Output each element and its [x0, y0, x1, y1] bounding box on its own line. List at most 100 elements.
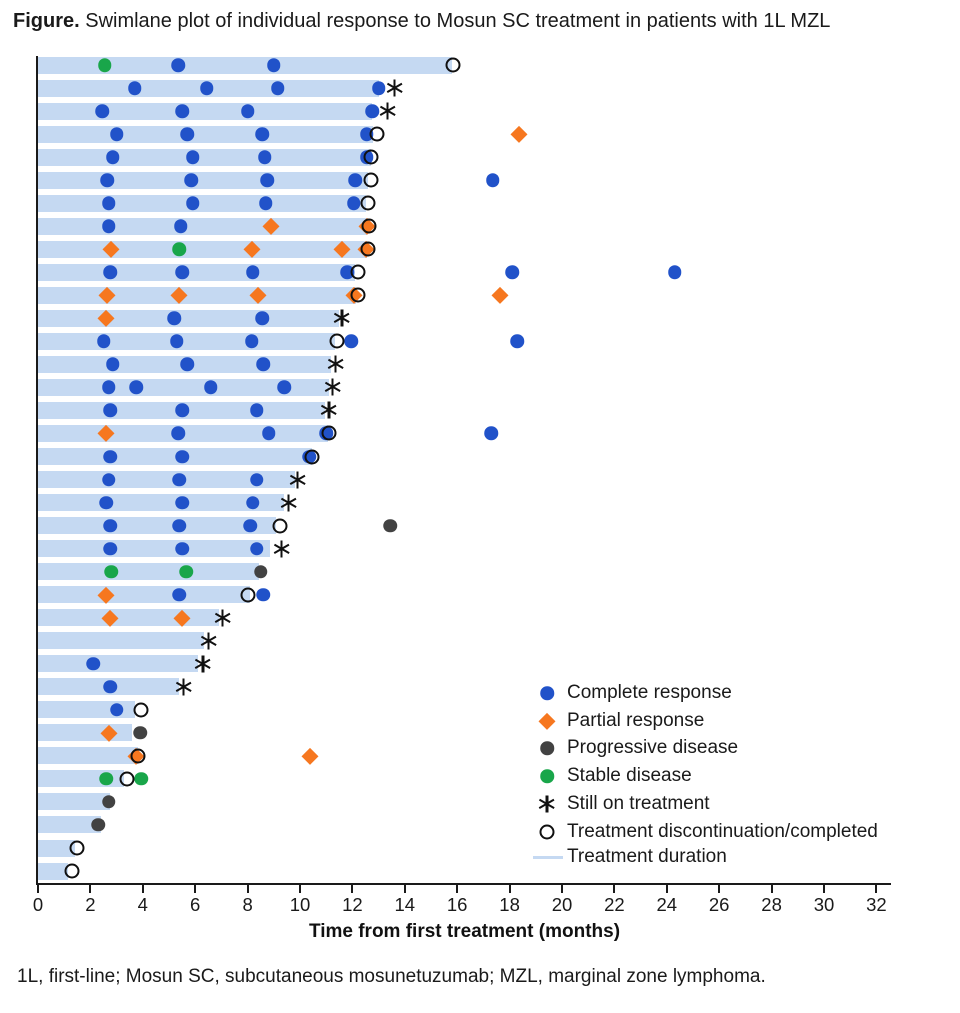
treatment-duration-bar [38, 747, 138, 765]
treatment-discontinuation-marker [240, 587, 256, 603]
still-on-treatment-marker [327, 355, 344, 373]
stable-disease-icon [533, 764, 563, 788]
x-tick-label: 30 [813, 894, 835, 915]
x-axis-tick [875, 885, 878, 893]
treatment-duration-bar [38, 586, 251, 604]
treatment-duration-bar [38, 862, 69, 880]
complete-response-marker [105, 150, 120, 164]
treatment-duration-bar [38, 793, 111, 811]
stable-disease-marker [134, 772, 149, 786]
x-axis-tick [403, 885, 406, 893]
x-tick-label: 18 [499, 894, 520, 915]
legend-item-sd: Stable disease [533, 764, 692, 788]
treatment-duration-bar [38, 263, 356, 281]
complete-response-marker [100, 173, 115, 187]
complete-response-marker [485, 173, 500, 187]
complete-response-marker [103, 518, 117, 533]
still-on-treatment-marker [324, 378, 341, 396]
figure-title-prefix: Figure. [13, 10, 80, 32]
treatment-discontinuation-marker [64, 863, 80, 879]
complete-response-marker [246, 265, 260, 280]
treatment-discontinuation-marker [539, 824, 555, 840]
treatment-duration-bar [38, 125, 374, 143]
treatment-duration-bar [38, 148, 371, 166]
legend-label: Treatment discontinuation/completed [567, 821, 878, 842]
stable-disease-marker [540, 769, 554, 783]
figure-title: Figure. Swimlane plot of individual resp… [13, 10, 830, 33]
complete-response-marker [259, 196, 273, 210]
complete-response-marker [167, 311, 181, 326]
progressive-disease-icon [533, 736, 563, 760]
complete-response-marker [346, 196, 361, 210]
complete-response-marker [175, 449, 189, 464]
complete-response-marker [256, 587, 271, 602]
legend-item-ot: Still on treatment [533, 792, 710, 816]
x-axis-title: Time from first treatment (months) [308, 921, 621, 942]
treatment-discontinuation-marker [363, 172, 379, 188]
treatment-discontinuation-marker [445, 57, 461, 73]
x-tick-label: 20 [551, 894, 573, 915]
treatment-duration-bar [38, 102, 373, 120]
x-tick-label: 22 [604, 894, 625, 915]
legend-label: Treatment duration [567, 846, 727, 867]
x-axis-tick [613, 885, 616, 893]
complete-response-marker [172, 472, 187, 487]
legend-label: Progressive disease [567, 737, 739, 758]
x-tick-label: 4 [137, 894, 148, 915]
x-axis-tick [508, 885, 511, 893]
treatment-discontinuation-marker [321, 425, 337, 441]
x-tick-label: 14 [394, 894, 416, 915]
partial-response-icon [533, 709, 563, 733]
still-on-treatment-marker [379, 102, 396, 120]
still-on-treatment-icon [533, 792, 563, 816]
treatment-discontinuation-marker [133, 702, 149, 718]
complete-response-marker [371, 81, 386, 95]
complete-response-marker [180, 357, 195, 372]
legend-item-dc: Treatment discontinuation/completed [533, 820, 878, 844]
complete-response-marker [103, 680, 117, 694]
x-axis-tick [456, 885, 459, 893]
still-on-treatment-marker [200, 632, 217, 650]
complete-response-marker [255, 311, 269, 326]
x-axis-tick [141, 885, 144, 893]
complete-response-marker [250, 541, 264, 556]
legend-label: Complete response [567, 682, 732, 703]
still-on-treatment-marker [333, 309, 350, 327]
complete-response-marker [540, 686, 554, 700]
complete-response-marker [484, 426, 498, 441]
complete-response-marker [510, 334, 525, 349]
still-on-treatment-marker [320, 401, 337, 419]
complete-response-marker [96, 334, 111, 349]
still-on-treatment-marker [214, 609, 231, 627]
complete-response-marker [277, 380, 292, 395]
treatment-discontinuation-marker [363, 149, 379, 165]
treatment-duration-bar [38, 309, 340, 327]
x-tick-label: 2 [85, 894, 96, 915]
complete-response-marker [185, 196, 200, 210]
complete-response-marker [103, 403, 117, 418]
progressive-disease-marker [540, 741, 554, 755]
treatment-discontinuation-marker [350, 287, 366, 303]
complete-response-marker [170, 334, 184, 349]
progressive-disease-marker [253, 564, 268, 579]
complete-response-marker [267, 58, 281, 72]
x-axis-tick [770, 885, 773, 893]
x-tick-label: 26 [708, 894, 730, 915]
treatment-duration-bar [38, 724, 133, 742]
complete-response-marker [99, 495, 113, 510]
complete-response-marker [257, 150, 272, 164]
complete-response-marker [172, 587, 187, 602]
legend-item-cr: Complete response [533, 681, 732, 705]
complete-response-marker [175, 265, 189, 280]
complete-response-marker [175, 541, 189, 556]
complete-response-marker [200, 81, 214, 95]
complete-response-marker [344, 334, 358, 349]
x-axis-tick [299, 885, 301, 893]
x-tick-label: 6 [190, 894, 201, 915]
treatment-duration-bar [38, 171, 369, 189]
x-tick-label: 16 [446, 894, 468, 915]
stable-disease-marker [172, 242, 187, 256]
complete-response-marker [109, 127, 124, 141]
